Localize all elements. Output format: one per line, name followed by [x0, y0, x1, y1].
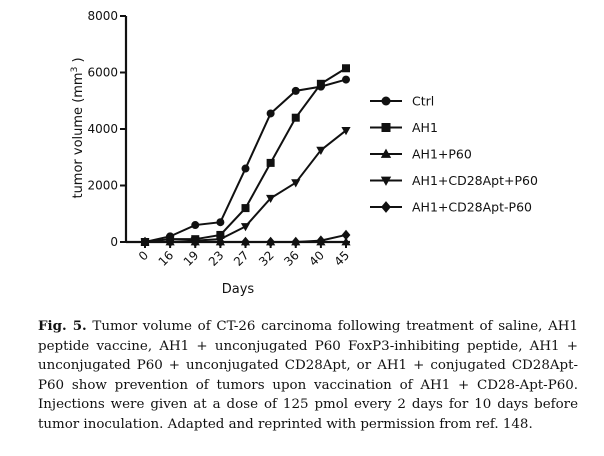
legend-marker — [381, 96, 391, 106]
data-point — [291, 86, 300, 95]
y-axis-label-text: tumor volume (mm — [71, 72, 86, 198]
y-axis-ticks: 0 2000 4000 6000 8000 — [87, 9, 126, 249]
data-point — [266, 236, 276, 248]
series-1 — [141, 64, 350, 246]
data-point — [291, 179, 301, 188]
y-tick-label: 0 — [110, 235, 118, 249]
data-point — [266, 158, 275, 167]
legend-item: AH1+CD28Apt-P60 — [370, 200, 532, 215]
data-point — [215, 236, 225, 248]
data-point — [216, 218, 225, 227]
data-point — [241, 236, 250, 248]
legend-marker — [380, 176, 392, 186]
data-point — [316, 146, 326, 155]
x-tick-label: 23 — [206, 248, 227, 269]
y-tick-label: 8000 — [87, 9, 118, 23]
data-point — [216, 230, 225, 239]
series-layer — [140, 64, 351, 248]
legend-item: AH1+P60 — [370, 147, 472, 162]
y-axis-label: tumor volume (mm3 ) — [70, 57, 86, 198]
data-point — [316, 79, 325, 88]
data-point — [342, 75, 350, 84]
legend-marker — [380, 148, 392, 158]
x-tick-label: 40 — [306, 248, 327, 269]
y-tick-label: 2000 — [87, 179, 118, 193]
data-point — [240, 223, 251, 232]
data-point — [341, 237, 351, 246]
data-point — [341, 229, 351, 241]
data-point — [191, 221, 200, 230]
legend-item: AH1+CD28Apt+P60 — [370, 173, 538, 188]
series-3 — [140, 127, 351, 247]
data-point — [190, 236, 200, 248]
caption-label: Fig. 5. — [38, 318, 87, 334]
x-tick-label: 19 — [181, 248, 202, 269]
legend-marker — [381, 123, 391, 132]
legend-label: Ctrl — [412, 94, 434, 109]
legend-item: AH1 — [370, 120, 438, 135]
tumor-volume-chart: 0 2000 4000 6000 8000 0 16 19 23 27 32 36 40 45 Ctrl… — [70, 9, 538, 297]
legend-item: Ctrl — [370, 94, 434, 109]
data-point — [140, 236, 150, 248]
chart-axes — [124, 16, 350, 244]
legend-label: AH1+P60 — [412, 147, 472, 162]
series-4 — [140, 229, 351, 248]
data-point — [341, 127, 351, 136]
caption-text: Tumor volume of CT-26 carcinoma followin… — [38, 319, 578, 432]
data-point — [342, 64, 350, 73]
x-tick-label: 36 — [281, 248, 302, 269]
x-tick-label: 0 — [136, 248, 151, 263]
x-axis-ticks: 0 16 19 23 27 32 36 40 45 — [136, 242, 352, 269]
legend-label: AH1+CD28Apt+P60 — [412, 173, 538, 188]
figure-caption: Fig. 5. Tumor volume of CT-26 carcinoma … — [38, 317, 578, 435]
legend-label: AH1+CD28Apt-P60 — [412, 200, 532, 215]
x-tick-label: 32 — [256, 248, 277, 269]
y-tick-label: 4000 — [87, 122, 118, 136]
data-point — [291, 236, 301, 248]
legend: Ctrl AH1 AH1+P60 AH1+CD28Apt+P60 AH1+CD28Apt… — [370, 94, 538, 215]
data-point — [266, 194, 276, 204]
data-point — [165, 236, 175, 248]
data-point — [241, 204, 250, 213]
x-axis-label: Days — [222, 282, 255, 297]
x-tick-label: 27 — [231, 248, 252, 269]
y-tick-label: 6000 — [87, 66, 118, 80]
x-tick-label: 45 — [331, 248, 352, 269]
x-tick-label: 16 — [156, 248, 177, 269]
series-line — [144, 78, 347, 243]
data-point — [241, 164, 250, 173]
legend-label: AH1 — [412, 120, 438, 135]
data-point — [291, 113, 300, 122]
y-axis-label-close: ) — [71, 57, 86, 66]
data-point — [266, 109, 275, 118]
y-axis-label-superscript: 3 — [70, 67, 80, 73]
series-0 — [141, 75, 350, 246]
data-point — [316, 235, 326, 246]
legend-marker — [381, 201, 391, 213]
